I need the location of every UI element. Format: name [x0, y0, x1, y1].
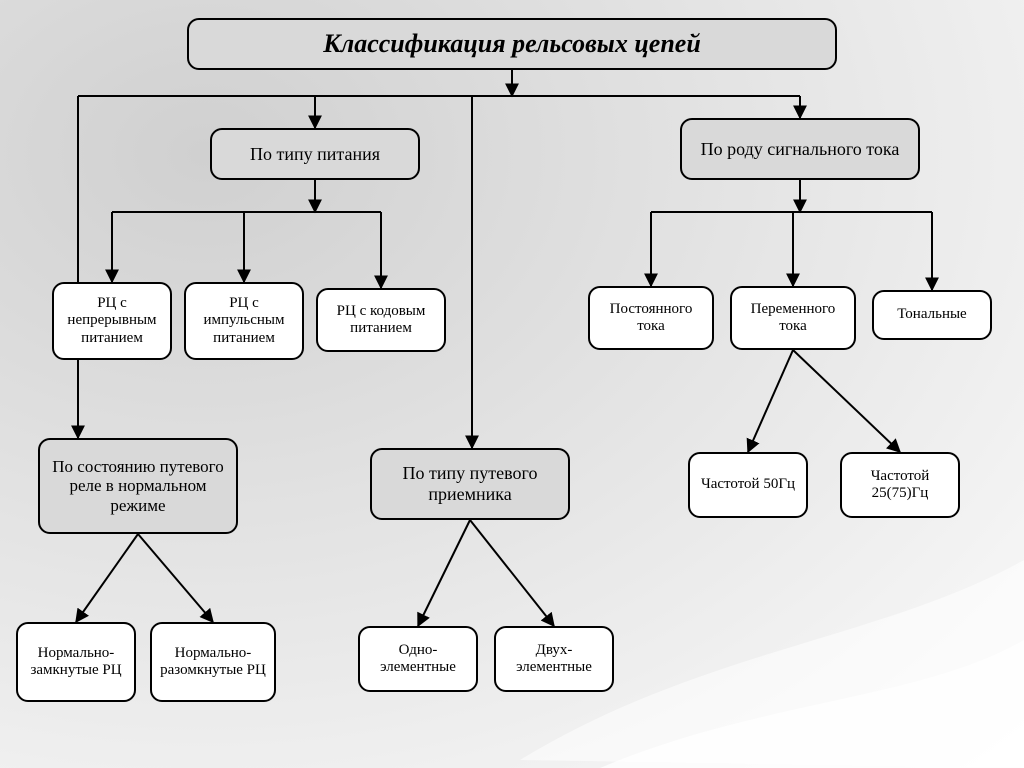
node-n4a: Одно-элементные: [358, 626, 478, 692]
node-label: По роду сигнального тока: [701, 139, 900, 160]
node-label: РЦ с непрерывным питанием: [60, 295, 164, 347]
edge-16: [748, 350, 793, 452]
node-label: Нормально-разомкнутые РЦ: [158, 645, 268, 680]
node-root: Классификация рельсовых цепей: [187, 18, 837, 70]
node-n2a: Постоянного тока: [588, 286, 714, 350]
node-cat3: По состоянию путевого реле в нормальном …: [38, 438, 238, 534]
diagram-canvas: Классификация рельсовых цепей По типу пит…: [0, 0, 1024, 768]
node-n4b: Дву­х-элементные: [494, 626, 614, 692]
node-label: Тональные: [897, 306, 966, 323]
node-label: РЦ с импульсным питанием: [192, 295, 296, 347]
node-n2b2: Частотой 25(75)Гц: [840, 452, 960, 518]
node-n3b: Нормально-разомкнутые РЦ: [150, 622, 276, 702]
node-label: Постоянного тока: [596, 301, 706, 336]
node-label: Одно-элементные: [366, 642, 470, 677]
node-n3a: Нормально-замкнутые РЦ: [16, 622, 136, 702]
node-cat2: По роду сигнального тока: [680, 118, 920, 180]
node-label: Нормально-замкнутые РЦ: [24, 645, 128, 680]
node-label: По состоянию путевого реле в нормальном …: [46, 457, 230, 516]
node-cat1: По типу питания: [210, 128, 420, 180]
node-n1a: РЦ с непрерывным питанием: [52, 282, 172, 360]
node-label: Классификация рельсовых цепей: [323, 29, 701, 59]
edge-21: [470, 520, 554, 626]
node-n1b: РЦ с импульсным питанием: [184, 282, 304, 360]
node-label: По типу питания: [250, 144, 380, 165]
edge-18: [76, 534, 138, 622]
node-cat4: По типу путевого приемника: [370, 448, 570, 520]
node-n1c: РЦ с кодовым питанием: [316, 288, 446, 352]
edge-17: [793, 350, 900, 452]
node-label: По типу путевого приемника: [378, 463, 562, 504]
edge-20: [418, 520, 470, 626]
node-n2c: Тональные: [872, 290, 992, 340]
node-label: Дву­х-элементные: [502, 642, 606, 677]
node-label: РЦ с кодовым питанием: [324, 303, 438, 338]
edge-19: [138, 534, 213, 622]
node-label: Частотой 25(75)Гц: [848, 468, 952, 503]
node-label: Переменного тока: [738, 301, 848, 336]
node-n2b1: Частотой 50Гц: [688, 452, 808, 518]
node-label: Частотой 50Гц: [701, 476, 795, 493]
node-n2b: Переменного тока: [730, 286, 856, 350]
